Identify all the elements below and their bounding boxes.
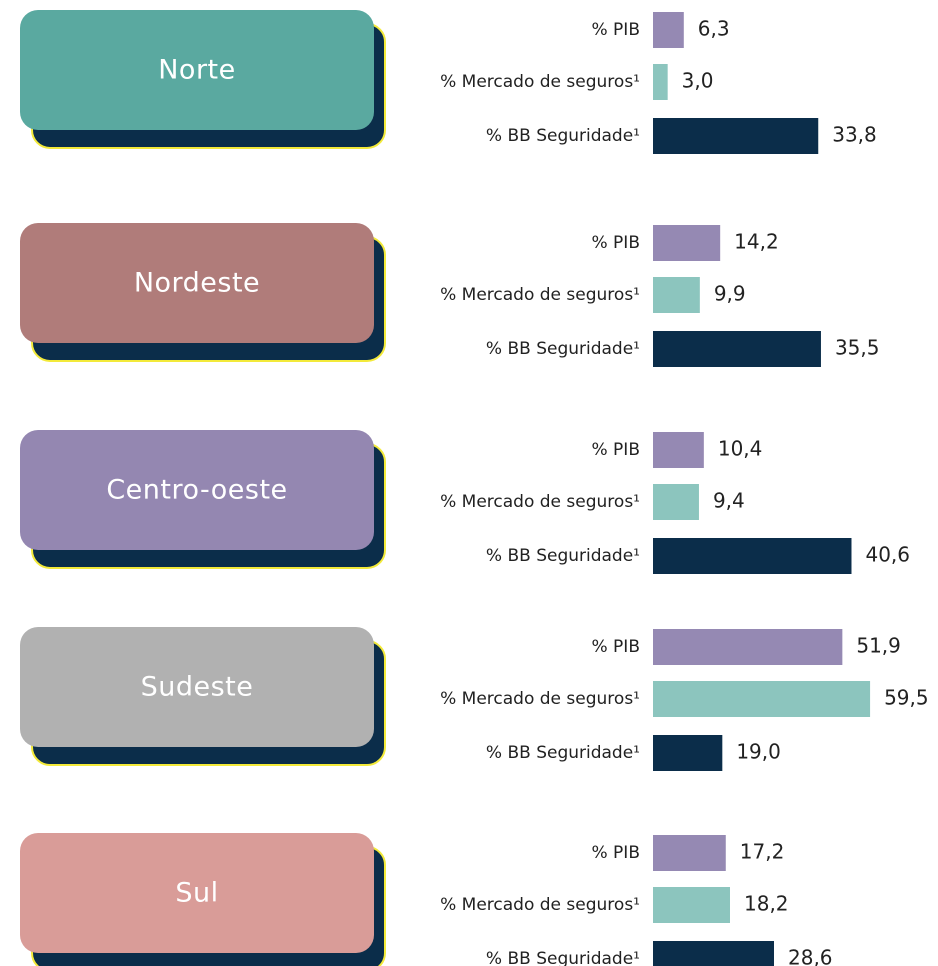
bar-label: % BB Seguridade¹ — [486, 339, 640, 359]
bar — [653, 484, 699, 520]
bar — [653, 12, 684, 48]
value-label: 18,2 — [744, 892, 789, 916]
region-box — [20, 627, 374, 747]
bar-label: % BB Seguridade¹ — [486, 546, 640, 566]
bar-label: % Mercado de seguros¹ — [440, 285, 640, 305]
value-label: 3,0 — [682, 69, 714, 93]
value-label: 6,3 — [698, 17, 730, 41]
bar-label: % PIB — [592, 637, 641, 657]
bar-label: % Mercado de seguros¹ — [440, 72, 640, 92]
bar-label: % BB Seguridade¹ — [486, 949, 640, 966]
value-label: 9,9 — [714, 282, 746, 306]
value-label: 51,9 — [856, 634, 901, 658]
region-title: Norte — [158, 55, 236, 86]
bar-label: % BB Seguridade¹ — [486, 743, 640, 763]
value-label: 28,6 — [788, 946, 833, 966]
region-box — [20, 833, 374, 953]
value-label: 33,8 — [832, 123, 877, 147]
bar-label: % Mercado de seguros¹ — [440, 895, 640, 915]
value-label: 14,2 — [734, 230, 779, 254]
region-title: Sudeste — [141, 672, 254, 703]
bar — [653, 629, 843, 665]
bar — [653, 277, 700, 313]
bar — [653, 225, 721, 261]
bar-label: % Mercado de seguros¹ — [440, 492, 640, 512]
bar — [653, 941, 774, 966]
bar — [653, 64, 668, 100]
bar-label: % Mercado de seguros¹ — [440, 689, 640, 709]
bar — [653, 835, 726, 871]
bar-label: % PIB — [592, 843, 641, 863]
region-title: Nordeste — [134, 268, 260, 299]
bar — [653, 538, 852, 574]
region-box — [20, 10, 374, 130]
value-label: 17,2 — [740, 840, 785, 864]
bar-label: % PIB — [592, 233, 641, 253]
value-label: 40,6 — [865, 543, 910, 567]
bar — [653, 331, 821, 367]
value-label: 19,0 — [736, 740, 781, 764]
bar — [653, 735, 723, 771]
value-label: 9,4 — [713, 489, 745, 513]
region-title: Sul — [175, 878, 218, 909]
region-title: Centro-oeste — [106, 475, 287, 506]
region-box — [20, 430, 374, 550]
bar-label: % BB Seguridade¹ — [486, 126, 640, 146]
bar — [653, 118, 819, 154]
bar — [653, 681, 871, 717]
value-label: 59,5 — [884, 686, 929, 710]
bar-label: % PIB — [592, 20, 641, 40]
value-label: 35,5 — [835, 336, 880, 360]
bar-label: % PIB — [592, 440, 641, 460]
region-box — [20, 223, 374, 343]
value-label: 10,4 — [718, 437, 763, 461]
bar — [653, 887, 730, 923]
bar — [653, 432, 704, 468]
